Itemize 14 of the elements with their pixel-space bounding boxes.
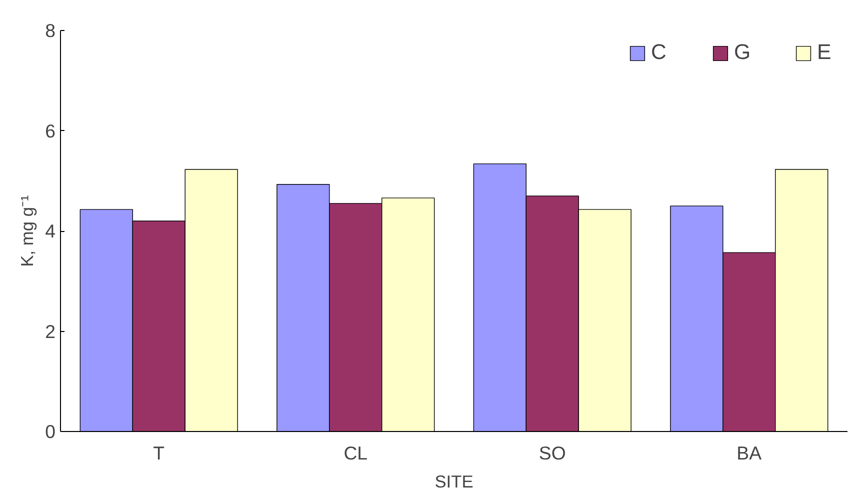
x-tick-label: BA	[736, 442, 762, 464]
y-tick-label: 2	[45, 320, 56, 342]
x-tick-label: SO	[538, 442, 566, 464]
y-tick-label: 8	[45, 20, 56, 41]
y-tick-label: 6	[45, 120, 56, 142]
x-tick-label: T	[153, 442, 165, 464]
x-axis-title: SITE	[434, 472, 474, 492]
legend-label: G	[734, 40, 752, 65]
y-tick-label: 0	[45, 421, 56, 442]
legend-label: C	[651, 40, 668, 65]
y-axis-title: K, mg g⁻¹	[17, 195, 38, 267]
y-tick-label: 4	[45, 220, 56, 242]
x-tick-label: CL	[344, 442, 368, 464]
legend-label: E	[817, 40, 832, 65]
